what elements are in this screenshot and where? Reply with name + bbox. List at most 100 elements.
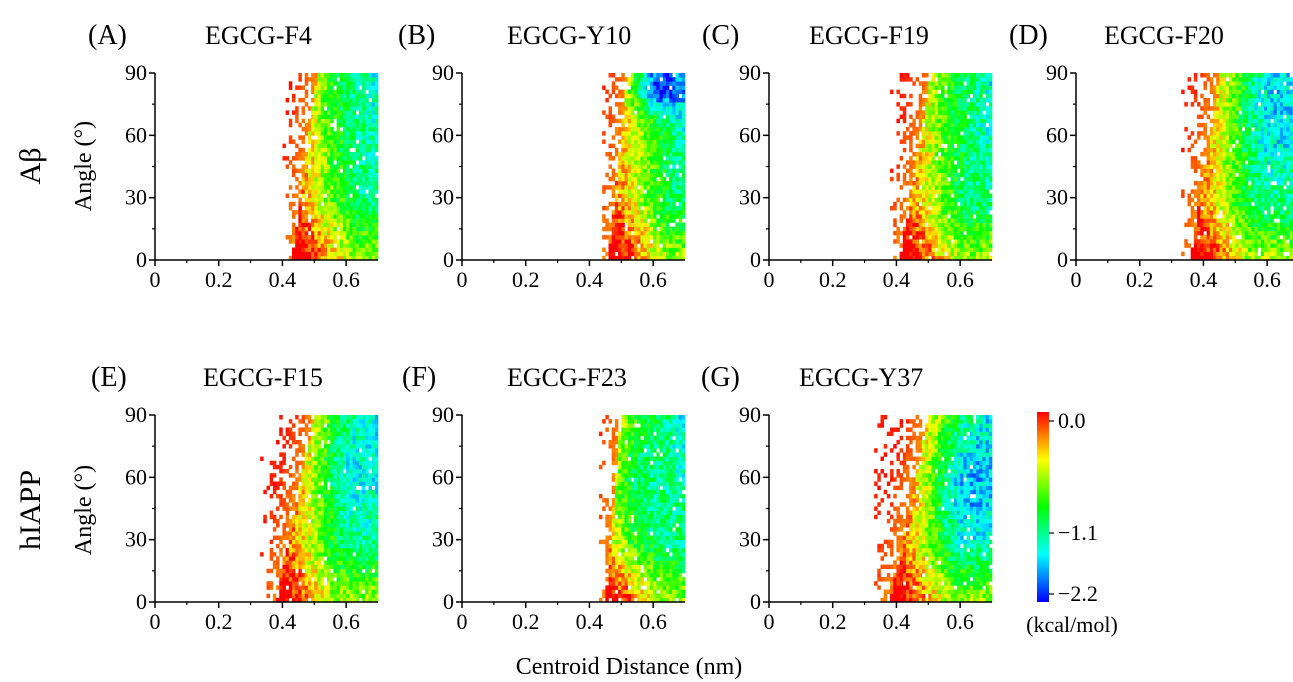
- x-tick-label: 0.2: [1126, 267, 1154, 292]
- heat-cell: [618, 93, 622, 99]
- heat-cell: [985, 127, 990, 132]
- heat-cell: [972, 168, 977, 174]
- heat-cell: [374, 168, 379, 174]
- heat-cell: [314, 239, 318, 244]
- heat-cell: [1251, 214, 1255, 219]
- heat-cell: [985, 164, 990, 169]
- heat-cell: [295, 239, 299, 244]
- heat-cell: [362, 185, 366, 190]
- heat-cell: [320, 89, 325, 95]
- heat-cell: [669, 131, 673, 136]
- heat-cell: [915, 247, 920, 252]
- heat-cell: [1241, 110, 1246, 115]
- heat-cell: [1267, 222, 1271, 228]
- heat-cell: [953, 93, 958, 99]
- heat-cell: [646, 114, 651, 120]
- heat-cell: [941, 147, 945, 153]
- heat-cell: [362, 214, 366, 219]
- heat-cell: [947, 239, 951, 244]
- heat-cell: [1197, 160, 1201, 165]
- heat-cell: [333, 89, 337, 95]
- heat-cell: [934, 135, 939, 140]
- heat-cell: [342, 185, 347, 190]
- heat-cell: [960, 197, 964, 203]
- heat-cell: [979, 77, 983, 82]
- heat-cell: [320, 589, 325, 594]
- heat-cell: [621, 168, 625, 174]
- heat-cell: [1279, 230, 1284, 236]
- heat-cell: [1273, 214, 1277, 219]
- heat-cell: [618, 77, 622, 82]
- heat-cell: [618, 243, 622, 248]
- heat-cell: [634, 106, 638, 111]
- heat-cell: [1286, 226, 1290, 232]
- heat-cell: [307, 235, 312, 240]
- heat-cell: [355, 172, 360, 178]
- heat-cell: [653, 218, 657, 223]
- heat-cell: [358, 147, 363, 153]
- heat-cell: [985, 214, 990, 219]
- heat-cell: [646, 102, 651, 107]
- heat-cell: [972, 172, 977, 178]
- heat-cell: [1238, 205, 1242, 211]
- heat-cell: [362, 110, 366, 115]
- heat-cell: [618, 205, 622, 211]
- heat-cell: [950, 89, 955, 95]
- heat-cell: [304, 77, 309, 82]
- heat-cell: [614, 85, 619, 90]
- heat-cell: [1216, 255, 1220, 261]
- heat-cell: [627, 172, 632, 178]
- heat-cell: [969, 239, 974, 244]
- heat-cell: [931, 102, 935, 107]
- heat-cell: [330, 143, 334, 149]
- heat-cell: [1267, 181, 1271, 186]
- heat-cell: [672, 160, 676, 165]
- heat-cell: [1244, 156, 1249, 161]
- heat-cell: [921, 205, 926, 211]
- heat-cell: [336, 218, 341, 223]
- heat-cell: [611, 222, 616, 228]
- heat-cell: [285, 193, 290, 198]
- heat-cell: [656, 143, 660, 149]
- heat-cell: [988, 226, 993, 232]
- heat-cell: [333, 255, 337, 261]
- heat-cell: [630, 118, 635, 124]
- heat-cell: [1276, 114, 1281, 120]
- heat-cell: [653, 172, 657, 178]
- heat-cell: [1254, 160, 1258, 165]
- heat-cell: [972, 255, 977, 261]
- heat-cell: [1279, 93, 1284, 99]
- heat-cell: [950, 176, 955, 182]
- heat-cell: [362, 176, 366, 182]
- heat-cell: [301, 222, 306, 228]
- x-tick-label: 0.4: [883, 267, 911, 292]
- heat-cell: [1197, 210, 1201, 215]
- heat-cell: [1232, 160, 1236, 165]
- heat-cell: [931, 122, 935, 128]
- heat-cell: [985, 85, 990, 90]
- heat-cell: [637, 97, 641, 103]
- heat-cell: [656, 172, 660, 178]
- heat-cell: [934, 197, 939, 203]
- heat-cell: [358, 210, 363, 215]
- heat-cell: [669, 185, 673, 190]
- heat-cell: [346, 243, 350, 248]
- heat-cell: [678, 73, 683, 78]
- heat-cell: [902, 176, 907, 182]
- heat-cell: [985, 243, 990, 248]
- heat-cell: [1203, 85, 1207, 90]
- heat-cell: [611, 168, 616, 174]
- heat-cell: [934, 176, 939, 182]
- heat-cell: [1228, 193, 1233, 198]
- heat-cell: [634, 143, 638, 149]
- heat-cell: [1286, 185, 1290, 190]
- heat-cell: [1263, 214, 1268, 219]
- heat-cell: [323, 210, 328, 215]
- heat-cell: [1206, 255, 1211, 261]
- heat-cell: [621, 151, 625, 157]
- heat-cell: [662, 89, 667, 95]
- heat-cell: [1273, 230, 1277, 236]
- heat-cell: [643, 151, 648, 157]
- heat-cell: [1273, 114, 1277, 120]
- heat-cell: [621, 176, 625, 182]
